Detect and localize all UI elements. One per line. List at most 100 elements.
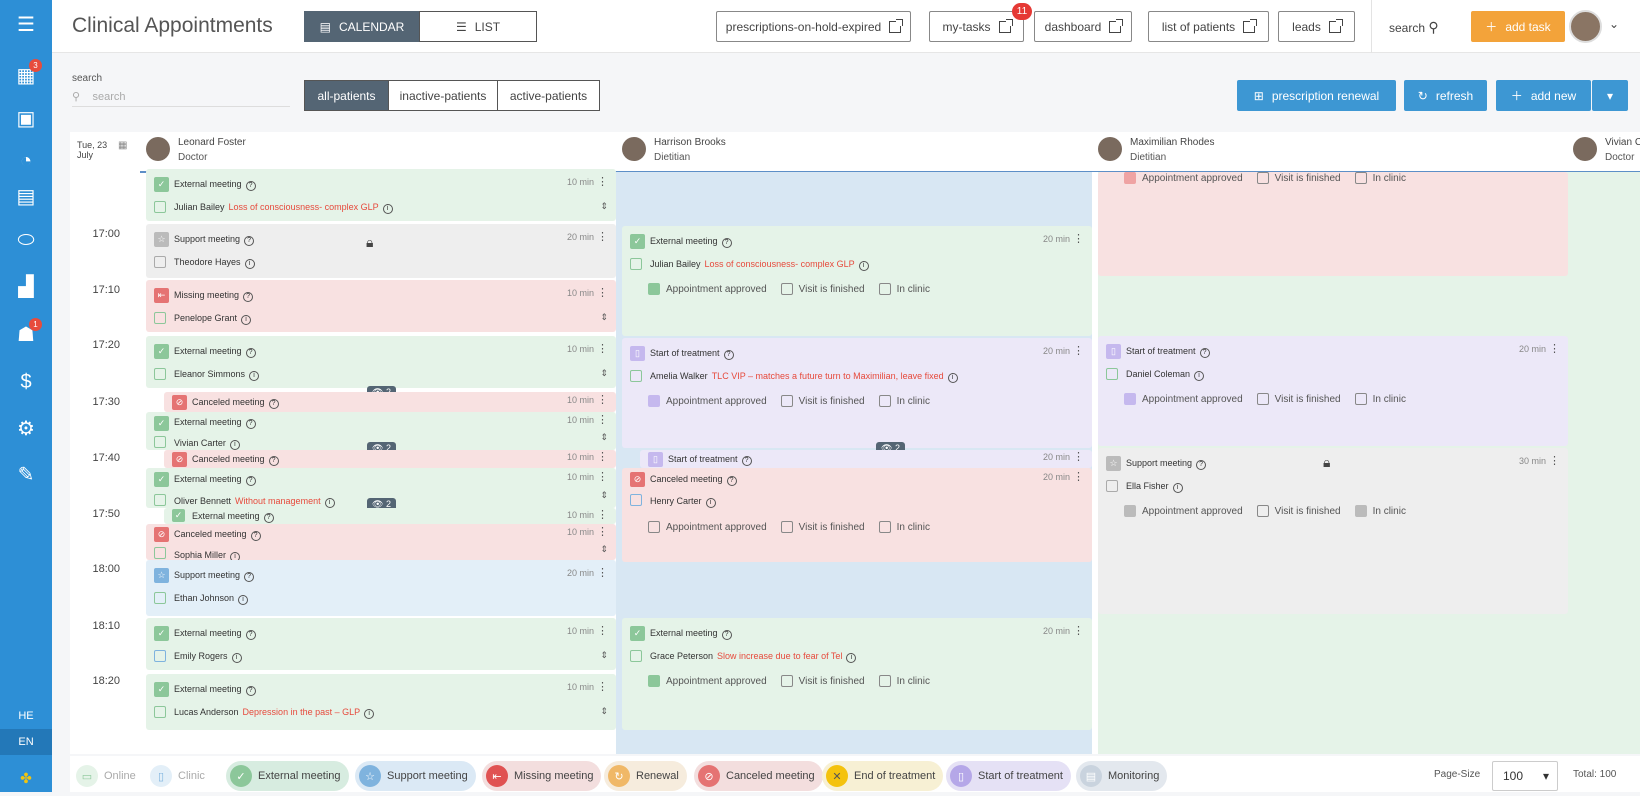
chevron-down-icon[interactable]: ⌄ bbox=[1609, 17, 1620, 31]
appointment-card[interactable]: ☆ Support meeting? 20 min ⋮ Ethan Johnson i bbox=[146, 560, 616, 616]
finished-checkbox[interactable]: Visit is finished bbox=[780, 521, 865, 533]
in-clinic-checkbox[interactable]: In clinic bbox=[1354, 393, 1406, 405]
in-clinic-checkbox[interactable]: In clinic bbox=[1354, 505, 1406, 517]
in-clinic-checkbox[interactable]: In clinic bbox=[878, 521, 930, 533]
appointment-card[interactable]: ☆ Support meeting? 20 min ⋮ Theodore Hayes i 🔒… bbox=[146, 224, 616, 278]
kebab-menu-icon[interactable]: ⋮ bbox=[597, 414, 608, 426]
menu-icon[interactable]: ☰ bbox=[17, 13, 35, 36]
legend-monitoring[interactable]: ▤ Monitoring bbox=[1076, 761, 1168, 791]
gear-icon[interactable]: ⚙ bbox=[17, 417, 35, 440]
dollar-icon[interactable]: $ bbox=[20, 370, 32, 393]
list-of-patients-link[interactable]: list of patients bbox=[1148, 11, 1269, 42]
appointment-card[interactable]: ⊘ Canceled meeting? 20 min ⋮ Henry Carter i A… bbox=[622, 468, 1092, 562]
expand-icon[interactable]: ⇕ bbox=[600, 201, 608, 211]
finished-checkbox[interactable]: Visit is finished bbox=[780, 395, 865, 407]
prescription-renewal-button[interactable]: ⊞ prescription renewal bbox=[1237, 80, 1396, 111]
appointment-card[interactable]: ✓ External meeting? 10 min ⋮ Vivian Carter i ⇕ bbox=[146, 412, 616, 450]
legend-support-meeting[interactable]: ☆ Support meeting bbox=[355, 761, 476, 791]
legend-renewal[interactable]: ↻ Renewal bbox=[604, 761, 687, 791]
appointment-card[interactable]: ✓ External meeting? 20 min ⋮ Grace Peterson S… bbox=[622, 618, 1092, 730]
clipboard-icon[interactable]: ▣ bbox=[16, 107, 36, 130]
kebab-menu-icon[interactable]: ⋮ bbox=[597, 394, 608, 406]
refresh-button[interactable]: ↻ refresh bbox=[1404, 80, 1487, 111]
legend-canceled-meeting[interactable]: ⊘ Canceled meeting bbox=[694, 761, 823, 791]
finished-checkbox[interactable]: Visit is finished bbox=[1256, 505, 1341, 517]
appointment-card[interactable]: ✓ External meeting? 10 min ⋮ bbox=[164, 508, 616, 524]
in-clinic-checkbox[interactable]: In clinic bbox=[878, 675, 930, 687]
add-task-button[interactable]: ＋ add task bbox=[1471, 11, 1565, 42]
kebab-menu-icon[interactable]: ⋮ bbox=[597, 526, 608, 538]
kebab-menu-icon[interactable]: ⋮ bbox=[597, 451, 608, 463]
kebab-menu-icon[interactable]: ⋮ bbox=[597, 681, 608, 693]
finished-checkbox[interactable]: Visit is finished bbox=[1256, 393, 1341, 405]
approved-checkbox[interactable]: Appointment approved bbox=[648, 283, 767, 295]
kebab-menu-icon[interactable]: ⋮ bbox=[1549, 343, 1560, 355]
wrench-icon[interactable]: ✎ bbox=[17, 463, 35, 486]
approved-checkbox[interactable]: Appointment approved bbox=[1124, 393, 1243, 405]
finished-checkbox[interactable]: Visit is finished bbox=[1256, 172, 1341, 184]
appointment-card[interactable]: ▯ Start of treatment? 20 min ⋮ bbox=[640, 450, 1092, 468]
kebab-menu-icon[interactable]: ⋮ bbox=[597, 231, 608, 243]
appointment-card[interactable]: ⊘ Canceled meeting? 10 min ⋮ bbox=[164, 392, 616, 412]
appointment-card[interactable]: Appointment approved Visit is finished In … bbox=[1098, 172, 1568, 276]
expand-icon[interactable]: ⇕ bbox=[600, 490, 608, 500]
users-icon[interactable]: ☗ 1 bbox=[0, 316, 52, 352]
legend-missing-meeting[interactable]: ⇤ Missing meeting bbox=[482, 761, 602, 791]
kebab-menu-icon[interactable]: ⋮ bbox=[1073, 345, 1084, 357]
lang-en[interactable]: EN bbox=[0, 729, 52, 755]
date-picker-icon[interactable]: ▦ bbox=[118, 140, 128, 151]
building-icon[interactable]: ▟ bbox=[18, 275, 34, 298]
search-input[interactable]: ⚲ search bbox=[72, 87, 290, 107]
expand-icon[interactable]: ⇕ bbox=[600, 312, 608, 322]
appointment-card[interactable]: ☆ Support meeting? 30 min ⋮ Ella Fisher i 🔒︎ A… bbox=[1098, 448, 1568, 614]
kebab-menu-icon[interactable]: ⋮ bbox=[597, 287, 608, 299]
approved-checkbox[interactable]: Appointment approved bbox=[648, 395, 767, 407]
gauge-icon[interactable]: ◔ bbox=[19, 149, 33, 172]
dashboard-link[interactable]: dashboard bbox=[1034, 11, 1132, 42]
my-tasks-link[interactable]: my-tasks 11 bbox=[929, 3, 1032, 42]
legend-end-of-treatment[interactable]: ✕ End of treatment bbox=[822, 761, 944, 791]
leads-link[interactable]: leads bbox=[1278, 11, 1355, 42]
appointment-card[interactable]: ▯ Start of treatment? 20 min ⋮ Daniel Colema… bbox=[1098, 336, 1568, 446]
approved-checkbox[interactable]: Appointment approved bbox=[648, 675, 767, 687]
calendar-view-button[interactable]: ▤ CALENDAR bbox=[304, 11, 420, 42]
kebab-menu-icon[interactable]: ⋮ bbox=[1073, 233, 1084, 245]
appointment-card[interactable]: ✓ External meeting? 10 min ⋮ Julian Bailey Lo… bbox=[146, 169, 616, 221]
kebab-menu-icon[interactable]: ⋮ bbox=[597, 176, 608, 188]
filter-all-patients[interactable]: all-patients bbox=[304, 80, 389, 111]
filter-inactive-patients[interactable]: inactive-patients bbox=[388, 80, 498, 111]
filter-active-patients[interactable]: active-patients bbox=[497, 80, 600, 111]
list-view-button[interactable]: ☰ LIST bbox=[419, 11, 537, 42]
user-avatar[interactable] bbox=[1569, 10, 1602, 43]
in-clinic-checkbox[interactable]: In clinic bbox=[878, 395, 930, 407]
appointment-card[interactable]: ▯ Start of treatment? 20 min ⋮ Amelia Walker… bbox=[622, 338, 1092, 448]
dashboard-icon[interactable]: ▦ 3 bbox=[0, 57, 52, 93]
appointment-card[interactable]: ✓ External meeting? 10 min ⋮ Eleanor Simmons… bbox=[146, 336, 616, 388]
approved-checkbox[interactable]: Appointment approved bbox=[648, 521, 767, 533]
prescriptions-on-hold-link[interactable]: prescriptions-on-hold-expired bbox=[716, 11, 911, 42]
header-search[interactable]: search ⚲ bbox=[1389, 19, 1439, 35]
page-size-select[interactable]: 100 ▾ bbox=[1492, 761, 1558, 791]
add-new-dropdown[interactable]: ▾ bbox=[1592, 80, 1628, 111]
add-new-button[interactable]: ＋ add new bbox=[1496, 80, 1591, 111]
appointment-card[interactable]: ⊘ Canceled meeting? 10 min ⋮ bbox=[164, 450, 616, 468]
in-clinic-checkbox[interactable]: In clinic bbox=[1354, 172, 1406, 184]
expand-icon[interactable]: ⇕ bbox=[600, 432, 608, 442]
appointment-card[interactable]: ⊘ Canceled meeting? 10 min ⋮ Sophia Miller i ⇕ bbox=[146, 524, 616, 560]
legend-online[interactable]: ▭ Online bbox=[72, 761, 144, 791]
appointment-card[interactable]: ✓ External meeting? 10 min ⋮ Emily Rogers i ⇕ bbox=[146, 618, 616, 670]
kebab-menu-icon[interactable]: ⋮ bbox=[597, 343, 608, 355]
in-clinic-checkbox[interactable]: In clinic bbox=[878, 283, 930, 295]
overlap-count[interactable]: 👁︎ 2 bbox=[367, 498, 396, 511]
expand-icon[interactable]: ⇕ bbox=[600, 368, 608, 378]
appointment-card[interactable]: ✓ External meeting? 20 min ⋮ Julian Bailey Lo… bbox=[622, 226, 1092, 336]
appointment-card[interactable]: ✓ External meeting? 10 min ⋮ Lucas Anderson D… bbox=[146, 674, 616, 730]
kebab-menu-icon[interactable]: ⋮ bbox=[597, 471, 608, 483]
expand-icon[interactable]: ⇕ bbox=[600, 650, 608, 660]
approved-checkbox[interactable]: Appointment approved bbox=[1124, 505, 1243, 517]
legend-external-meeting[interactable]: ✓ External meeting bbox=[226, 761, 349, 791]
kebab-menu-icon[interactable]: ⋮ bbox=[597, 509, 608, 521]
approved-checkbox[interactable]: Appointment approved bbox=[1124, 172, 1243, 184]
kebab-menu-icon[interactable]: ⋮ bbox=[1073, 625, 1084, 637]
appointment-card[interactable]: ⇤ Missing meeting? 10 min ⋮ Penelope Grant i ⇕ bbox=[146, 280, 616, 332]
